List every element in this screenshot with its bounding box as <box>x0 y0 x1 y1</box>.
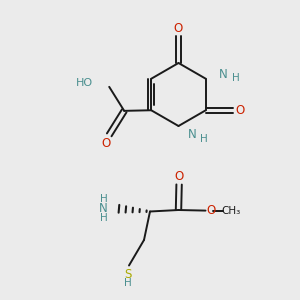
Text: O: O <box>175 170 184 183</box>
Text: H: H <box>124 278 132 289</box>
Text: N: N <box>219 68 228 81</box>
Text: H: H <box>100 213 107 223</box>
Text: O: O <box>206 204 215 217</box>
Text: O: O <box>174 22 183 35</box>
Text: H: H <box>232 73 240 83</box>
Text: O: O <box>236 104 245 117</box>
Text: H: H <box>100 194 107 205</box>
Text: O: O <box>102 137 111 150</box>
Text: N: N <box>99 202 108 215</box>
Text: CH₃: CH₃ <box>221 206 241 216</box>
Text: H: H <box>200 134 208 144</box>
Text: S: S <box>124 268 132 281</box>
Text: N: N <box>188 128 196 142</box>
Text: HO: HO <box>76 78 93 88</box>
